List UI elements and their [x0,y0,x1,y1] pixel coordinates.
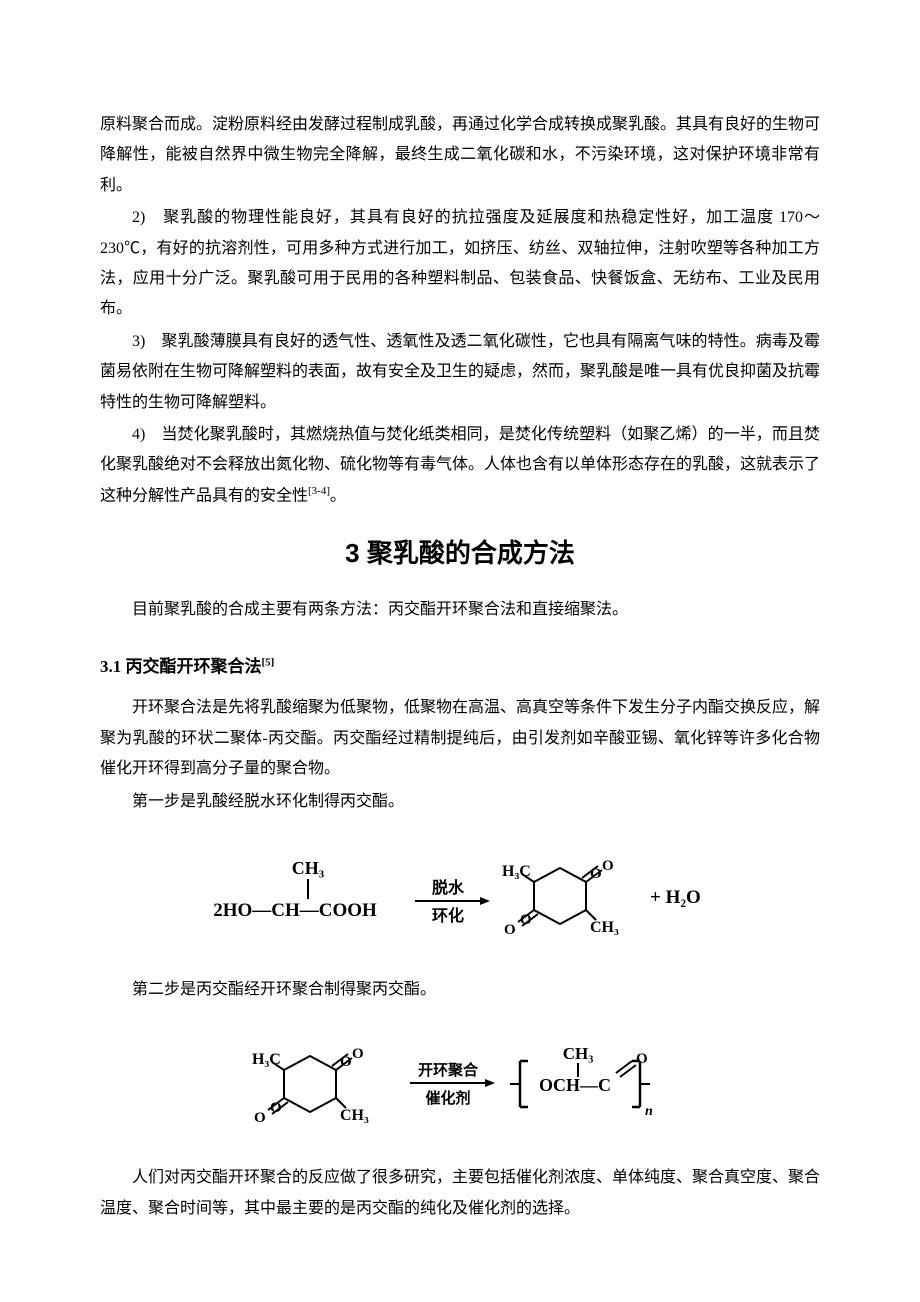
lactide-ring: O O O O H₃C CH₃ [502,858,619,938]
p4-text-part1: 4) 当焚化聚乳酸时，其燃烧热值与焚化纸类相同，是焚化传统塑料（如聚乙烯）的一半… [100,426,820,504]
arrow2-head [485,1079,495,1087]
subsection-3-1-title: 3.1 丙交酯开环聚合法[5] [100,651,820,683]
ch3-label: CH₃ [292,858,325,878]
arrow-head [480,897,490,905]
reactant-formula: 2HO—CH—COOH [213,900,377,921]
paragraph-item-3: 3) 聚乳酸薄膜具有良好的透气性、透氧性及透二氧化碳性，它也具有隔离气味的特性。… [100,327,820,418]
section-3-title: 3 聚乳酸的合成方法 [100,529,820,578]
arrow2-top-label: 开环聚合 [418,1061,479,1079]
paragraph-item-4: 4) 当焚化聚乳酸时，其燃烧热值与焚化纸类相同，是焚化传统塑料（如聚乙烯）的一半… [100,420,820,512]
plus-h2o: + H₂O [650,887,701,908]
svg-text:CH₃: CH₃ [590,919,619,936]
svg-text:CH₃: CH₃ [340,1107,369,1124]
svg-text:O: O [254,1110,266,1126]
svg-text:O: O [602,858,614,874]
spacer [100,627,820,635]
paragraph-step-1: 第一步是乳酸经脱水环化制得丙交酯。 [100,787,820,817]
p4-citation: [3-4] [308,485,330,497]
paragraph-step-2: 第二步是丙交酯经开环聚合制得聚丙交酯。 [100,975,820,1005]
paragraph-method-desc: 开环聚合法是先将乳酸缩聚为低聚物，低聚物在高温、高真空等条件下发生分子内酯交换反… [100,693,820,784]
reaction-1-svg: CH₃ 2HO—CH—COOH 脱水 环化 O O O O H₃C CH₃ + … [180,841,740,951]
chemical-reaction-1: CH₃ 2HO—CH—COOH 脱水 环化 O O O O H₃C CH₃ + … [100,841,820,951]
polymer-product: CH₃ OCH—C O n [510,1044,653,1119]
arrow-top-label: 脱水 [432,878,465,897]
svg-text:OCH—C: OCH—C [539,1075,611,1095]
chemical-reaction-2: O O O O H₃C CH₃ 开环聚合 催化剂 CH₃ [100,1029,820,1139]
svg-text:O: O [352,1046,364,1062]
paragraph-intro-methods: 目前聚乳酸的合成主要有两条方法：丙交酯开环聚合法和直接缩聚法。 [100,595,820,625]
subsection-label: 3.1 丙交酯开环聚合法 [100,657,262,676]
paragraph-research: 人们对丙交酯开环聚合的反应做了很多研究，主要包括催化剂浓度、单体纯度、聚合真空度… [100,1163,820,1224]
arrow2-bottom-label: 催化剂 [425,1089,470,1107]
svg-text:CH₃: CH₃ [563,1044,594,1063]
reaction-2-svg: O O O O H₃C CH₃ 开环聚合 催化剂 CH₃ [220,1029,700,1139]
lactide-ring-2: O O O O H₃C CH₃ [252,1046,369,1126]
arrow-bottom-label: 环化 [432,906,464,925]
p4-text-part2: 。 [330,487,346,504]
svg-text:n: n [645,1104,653,1119]
svg-text:O: O [636,1051,648,1067]
svg-text:O: O [504,922,516,938]
subsection-citation: [5] [262,657,275,669]
paragraph-item-2: 2) 聚乳酸的物理性能良好，其具有良好的抗拉强度及延展度和热稳定性好，加工温度 … [100,203,820,325]
paragraph-continuation: 原料聚合而成。淀粉原料经由发酵过程制成乳酸，再通过化学合成转换成聚乳酸。其具有良… [100,110,820,201]
